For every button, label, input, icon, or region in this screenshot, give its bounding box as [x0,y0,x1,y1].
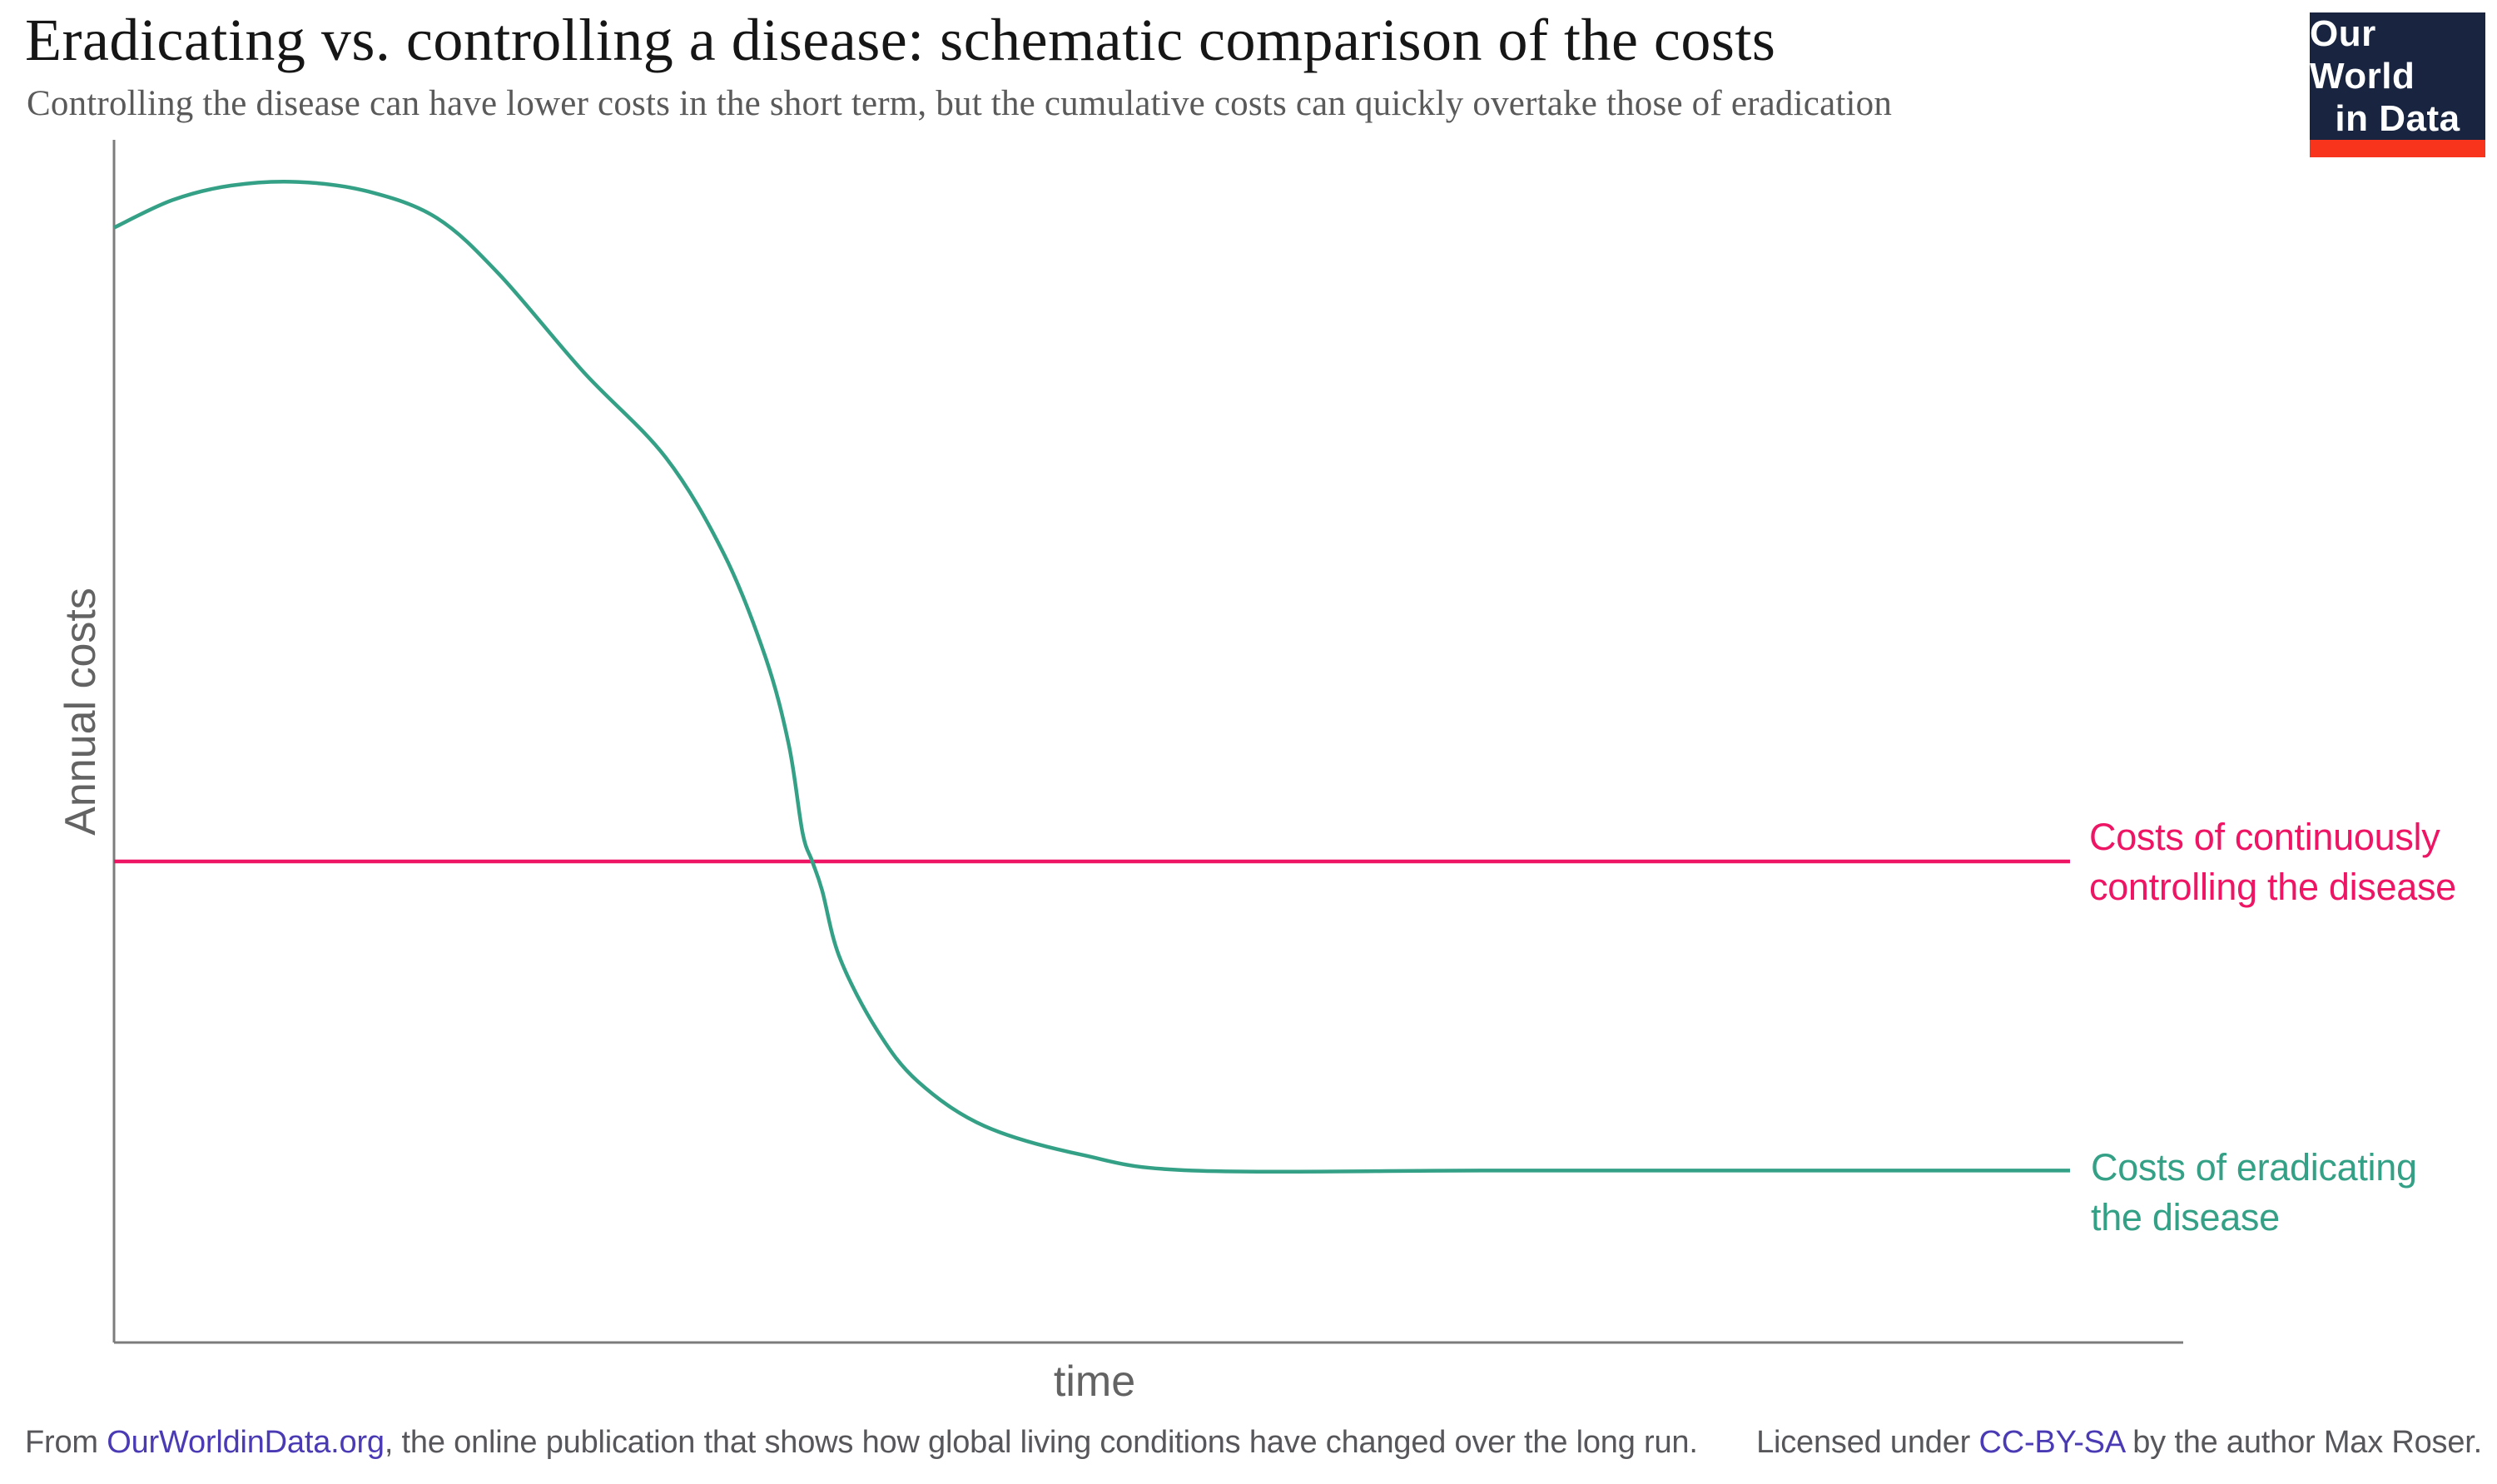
series-lines [113,179,2070,1174]
owid-logo-line2: in Data [2335,98,2460,139]
chart-title: Eradicating vs. controlling a disease: s… [25,7,1776,73]
control-series-label-line2: controlling the disease [2089,866,2456,908]
control-series-label: Costs of continuously controlling the di… [2089,812,2456,912]
footer-source-text: From OurWorldinData.org, the online publ… [25,1425,1698,1461]
x-axis-label: time [1053,1357,1136,1406]
control-series-label-line1: Costs of continuously [2089,816,2440,858]
footer-license-prefix: Licensed under [1756,1425,1979,1460]
owid-logo-text: Our World in Data [2310,12,2485,140]
footer: From OurWorldinData.org, the online publ… [25,1425,2482,1461]
footer-source-prefix: From [25,1425,107,1460]
owid-link[interactable]: OurWorldinData.org [107,1425,385,1460]
footer-license-text: Licensed under CC-BY-SA by the author Ma… [1756,1425,2482,1461]
eradication-costs-line [113,179,2070,1174]
eradicate-series-label-line2: the disease [2091,1196,2280,1238]
license-link[interactable]: CC-BY-SA [1978,1425,2124,1460]
chart-subtitle: Controlling the disease can have lower c… [27,84,1893,123]
footer-license-suffix: by the author Max Roser. [2123,1425,2482,1460]
owid-logo[interactable]: Our World in Data [2310,12,2485,157]
eradicate-series-label-line1: Costs of eradicating [2091,1146,2417,1189]
owid-logo-red-bar [2310,140,2485,157]
owid-logo-line1: Our World [2310,13,2415,97]
y-axis-label: Annual costs [57,588,105,836]
footer-source-suffix: , the online publication that shows how … [384,1425,1698,1460]
eradicate-series-label: Costs of eradicating the disease [2091,1143,2417,1243]
